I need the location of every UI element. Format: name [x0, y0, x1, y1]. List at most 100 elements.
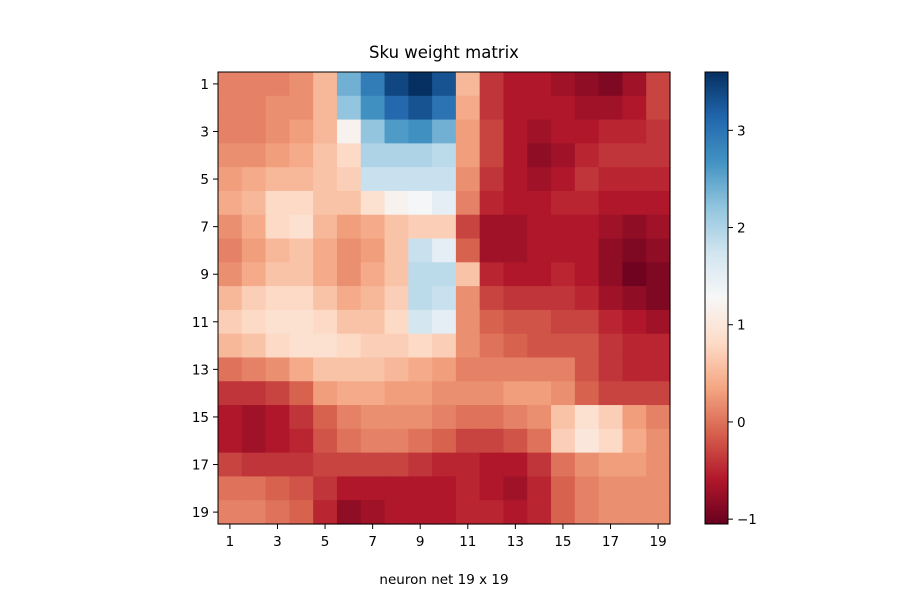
heatmap-cell	[432, 214, 457, 240]
heatmap-cell	[479, 238, 505, 263]
heatmap-cell	[408, 333, 433, 359]
heatmap-cell	[622, 381, 647, 406]
heatmap-cell	[455, 500, 481, 525]
heatmap-cell	[455, 428, 481, 454]
heatmap-cell	[313, 476, 338, 501]
heatmap-cell	[336, 357, 362, 382]
heatmap-cell	[265, 452, 290, 478]
x-tick-label: 3	[273, 534, 282, 550]
heatmap-cell	[265, 72, 290, 97]
colorbar-tick-label: 2	[737, 221, 746, 237]
heatmap-cell	[646, 357, 671, 382]
heatmap-cell	[622, 500, 647, 525]
heatmap-cell	[646, 214, 671, 240]
heatmap-cell	[313, 72, 338, 97]
heatmap-cell	[313, 95, 338, 121]
heatmap-cell	[360, 238, 386, 263]
heatmap-cell	[527, 500, 552, 525]
heatmap-cell	[574, 143, 600, 168]
heatmap-cell	[313, 357, 338, 382]
heatmap-cell	[646, 381, 671, 406]
heatmap-cell	[574, 190, 600, 216]
x-tick-label: 7	[368, 534, 377, 550]
heatmap-cell	[479, 143, 505, 168]
heatmap-cell	[646, 405, 671, 430]
heatmap-cell	[646, 167, 671, 192]
heatmap-cell	[289, 286, 314, 311]
heatmap-cell	[503, 405, 528, 430]
heatmap-cell	[313, 500, 338, 525]
heatmap-cell	[432, 190, 457, 216]
heatmap-cell	[574, 381, 600, 406]
heatmap-cell	[455, 167, 481, 192]
heatmap-cell	[646, 452, 671, 478]
y-tick-label: 5	[200, 172, 209, 188]
heatmap-cell	[622, 190, 647, 216]
heatmap-cell	[646, 262, 671, 287]
heatmap-cell	[551, 381, 576, 406]
y-tick-label: 17	[192, 458, 209, 474]
heatmap-cell	[622, 357, 647, 382]
heatmap-cell	[360, 119, 386, 144]
heatmap-cell	[408, 95, 433, 121]
heatmap-cell	[265, 381, 290, 406]
heatmap-cell	[336, 309, 362, 335]
heatmap-cell	[313, 309, 338, 335]
heatmap-cell	[218, 405, 243, 430]
heatmap-cell	[622, 238, 647, 263]
heatmap-cell	[408, 500, 433, 525]
heatmap-cell	[527, 286, 552, 311]
heatmap-cell	[479, 190, 505, 216]
heatmap-cell	[218, 309, 243, 335]
heatmap-cell	[527, 262, 552, 287]
heatmap-cell	[384, 238, 409, 263]
y-tick-label: 11	[192, 315, 209, 331]
heatmap-cell	[455, 452, 481, 478]
heatmap-cell	[218, 357, 243, 382]
heatmap-cell	[265, 357, 290, 382]
heatmap-cell	[455, 286, 481, 311]
heatmap-cell	[527, 190, 552, 216]
heatmap-cell	[432, 95, 457, 121]
y-tick-label: 15	[192, 410, 209, 426]
heatmap-cell	[360, 381, 386, 406]
heatmap-cell	[265, 476, 290, 501]
heatmap-cell	[622, 119, 647, 144]
heatmap-cell	[527, 428, 552, 454]
heatmap-cell	[265, 143, 290, 168]
heatmap-cell	[289, 262, 314, 287]
heatmap-cell	[503, 262, 528, 287]
heatmap-cell	[455, 357, 481, 382]
heatmap-cell	[218, 476, 243, 501]
heatmap-cell	[551, 72, 576, 97]
heatmap-cell	[241, 119, 267, 144]
heatmap-cell	[574, 333, 600, 359]
heatmap-cell	[479, 214, 505, 240]
heatmap-cell	[313, 405, 338, 430]
heatmap-cell	[598, 309, 624, 335]
heatmap-cell	[218, 500, 243, 525]
heatmap-cell	[241, 428, 267, 454]
heatmap-cell	[384, 476, 409, 501]
heatmap-cell	[479, 262, 505, 287]
heatmap-cell	[384, 357, 409, 382]
heatmap-cell	[241, 167, 267, 192]
heatmap-cell	[218, 72, 243, 97]
x-tick-label: 5	[321, 534, 330, 550]
heatmap-cell	[336, 476, 362, 501]
heatmap-cell	[360, 428, 386, 454]
heatmap-cell	[289, 167, 314, 192]
heatmap-cell	[503, 357, 528, 382]
heatmap-cell	[336, 238, 362, 263]
heatmap-cell	[551, 476, 576, 501]
heatmap-cell	[455, 143, 481, 168]
heatmap-cell	[432, 286, 457, 311]
heatmap-cell	[360, 262, 386, 287]
heatmap-cell	[574, 214, 600, 240]
x-tick-label: 11	[459, 534, 476, 550]
heatmap-cell	[479, 333, 505, 359]
heatmap-cell	[527, 333, 552, 359]
heatmap-cell	[598, 428, 624, 454]
heatmap-cell	[455, 214, 481, 240]
heatmap-cell	[360, 95, 386, 121]
